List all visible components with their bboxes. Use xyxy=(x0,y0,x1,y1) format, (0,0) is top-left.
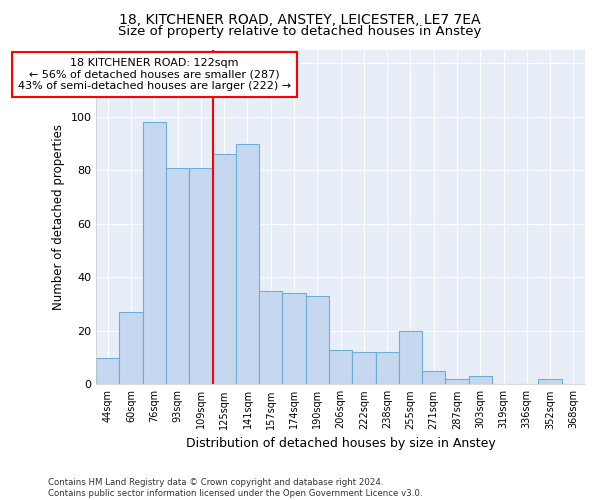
Bar xyxy=(445,379,469,384)
Bar xyxy=(259,290,283,384)
Bar xyxy=(376,352,399,384)
Bar xyxy=(399,331,422,384)
X-axis label: Distribution of detached houses by size in Anstey: Distribution of detached houses by size … xyxy=(186,437,496,450)
Bar xyxy=(305,296,329,384)
Bar xyxy=(283,294,305,384)
Bar xyxy=(190,168,212,384)
Text: Contains HM Land Registry data © Crown copyright and database right 2024.
Contai: Contains HM Land Registry data © Crown c… xyxy=(48,478,422,498)
Bar xyxy=(212,154,236,384)
Bar xyxy=(538,379,562,384)
Bar xyxy=(329,350,352,384)
Bar xyxy=(143,122,166,384)
Text: 18 KITCHENER ROAD: 122sqm
← 56% of detached houses are smaller (287)
43% of semi: 18 KITCHENER ROAD: 122sqm ← 56% of detac… xyxy=(18,58,291,91)
Bar xyxy=(236,144,259,384)
Bar xyxy=(422,371,445,384)
Bar xyxy=(352,352,376,384)
Text: 18, KITCHENER ROAD, ANSTEY, LEICESTER, LE7 7EA: 18, KITCHENER ROAD, ANSTEY, LEICESTER, L… xyxy=(119,12,481,26)
Text: Size of property relative to detached houses in Anstey: Size of property relative to detached ho… xyxy=(118,25,482,38)
Bar xyxy=(166,168,190,384)
Y-axis label: Number of detached properties: Number of detached properties xyxy=(52,124,65,310)
Bar xyxy=(96,358,119,384)
Bar xyxy=(469,376,492,384)
Bar xyxy=(119,312,143,384)
